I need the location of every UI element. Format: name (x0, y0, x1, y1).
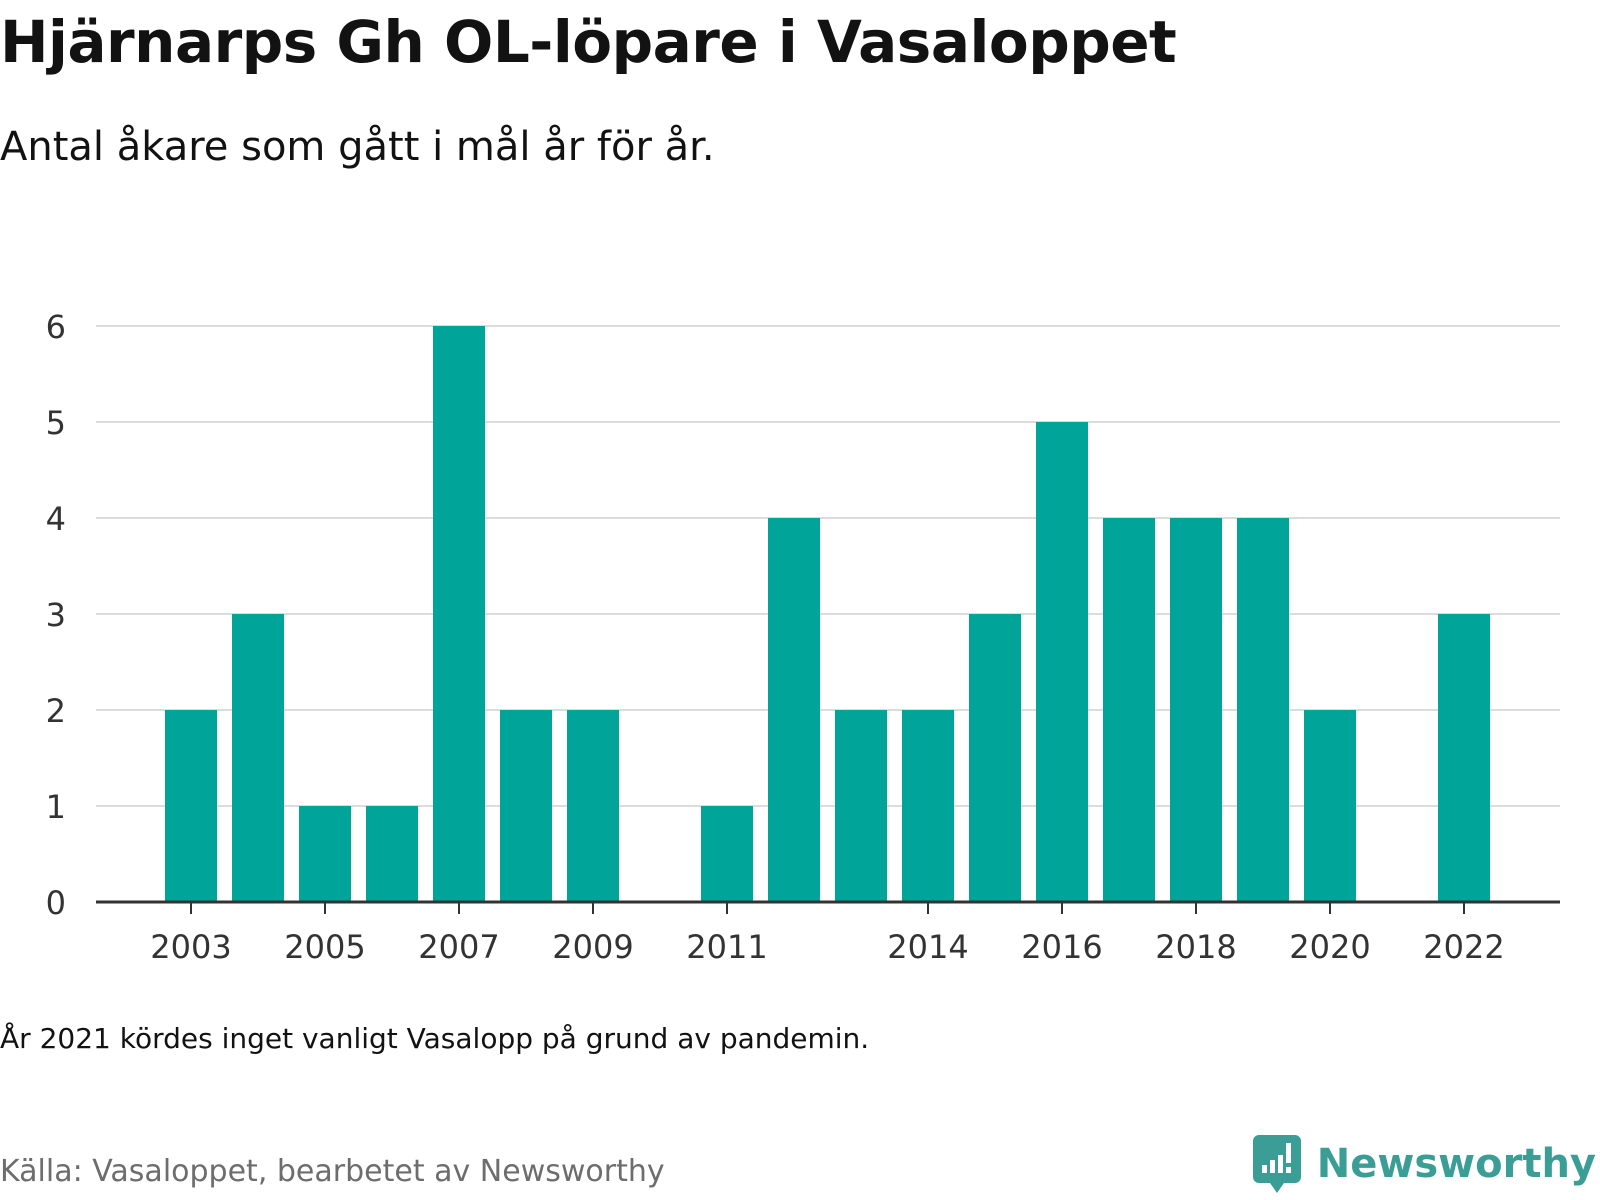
y-axis-ticks: 0 1 2 3 4 5 6 (46, 308, 66, 922)
bar-2016 (1036, 422, 1088, 902)
y-tick-label-1: 1 (46, 788, 66, 826)
bar-2003 (165, 710, 217, 902)
brand-name: Newsworthy (1316, 1141, 1596, 1187)
y-tick-label-4: 4 (46, 500, 66, 538)
bar-2022 (1438, 614, 1490, 902)
x-tick-label-2003: 2003 (150, 928, 231, 966)
bar-2018 (1170, 518, 1222, 902)
y-tick-label-5: 5 (46, 404, 66, 442)
x-tick-label-2022: 2022 (1423, 928, 1504, 966)
chart-subtitle: Antal åkare som gått i mål år för år. (0, 124, 715, 170)
bar-2019 (1237, 518, 1289, 902)
bar-2011 (701, 806, 753, 902)
bar-2007 (433, 326, 485, 902)
x-axis-ticks: 2003 2005 2007 2009 2011 2014 2016 2018 2020 2022 (150, 902, 1505, 966)
bar-2020 (1304, 710, 1356, 902)
y-tick-label-3: 3 (46, 596, 66, 634)
x-tick-label-2016: 2016 (1021, 928, 1102, 966)
bar-2005 (299, 806, 351, 902)
brand-logo-block[interactable]: Newsworthy (1252, 1135, 1596, 1193)
bar-2006 (366, 806, 418, 902)
bar-2015 (969, 614, 1021, 902)
bar-2004 (232, 614, 284, 902)
x-tick-label-2005: 2005 (284, 928, 365, 966)
x-tick-label-2007: 2007 (418, 928, 499, 966)
x-tick-label-2014: 2014 (887, 928, 968, 966)
bar-chart-speech-bubble-icon (1252, 1135, 1301, 1193)
footnote: År 2021 kördes inget vanligt Vasalopp på… (0, 1022, 870, 1055)
bar-2017 (1103, 518, 1155, 902)
bar-2009 (567, 710, 619, 902)
x-tick-label-2011: 2011 (686, 928, 767, 966)
x-tick-label-2009: 2009 (552, 928, 633, 966)
bar-2012 (768, 518, 820, 902)
y-tick-label-6: 6 (46, 308, 66, 346)
chart-title: Hjärnarps Gh OL-löpare i Vasaloppet (0, 8, 1177, 76)
x-tick-label-2018: 2018 (1155, 928, 1236, 966)
y-tick-label-2: 2 (46, 692, 66, 730)
bars (165, 326, 1490, 902)
x-tick-label-2020: 2020 (1289, 928, 1370, 966)
y-tick-label-0: 0 (46, 884, 66, 922)
source-credit: Källa: Vasaloppet, bearbetet av Newswort… (0, 1154, 665, 1189)
bar-2014 (902, 710, 954, 902)
bar-2013 (835, 710, 887, 902)
bar-chart: 0 1 2 3 4 5 6 2003 2005 2007 2009 2011 2014 2016 2018… (46, 308, 1560, 966)
bar-2008 (500, 710, 552, 902)
